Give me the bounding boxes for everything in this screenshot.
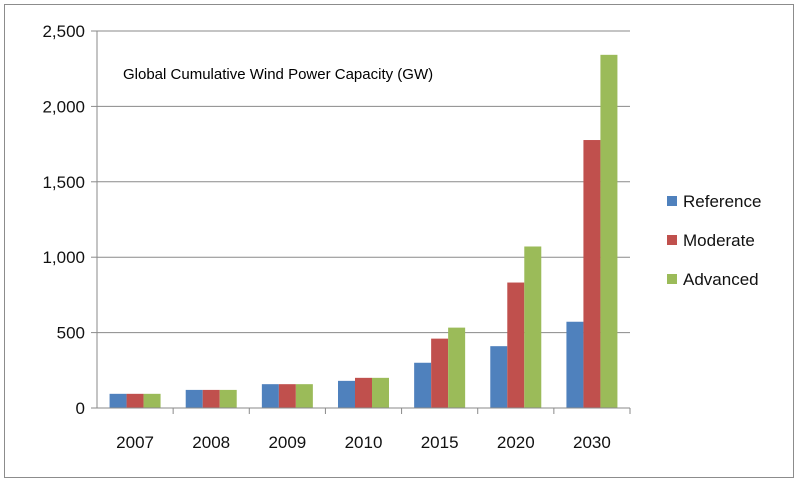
axes xyxy=(91,30,631,414)
bar-reference-2030 xyxy=(566,321,584,408)
bar-moderate-2020 xyxy=(507,282,525,408)
y-tick-label: 2,000 xyxy=(42,97,85,116)
legend-swatch-advanced xyxy=(667,274,677,284)
bar-moderate-2009 xyxy=(278,384,296,408)
legend: Reference Moderate Advanced xyxy=(667,192,761,289)
bar-moderate-2007 xyxy=(126,393,144,408)
legend-swatch-reference xyxy=(667,196,677,206)
y-tick-label: 1,000 xyxy=(42,248,85,267)
bar-advanced-2008 xyxy=(219,389,237,408)
legend-label-reference: Reference xyxy=(683,192,761,211)
bar-advanced-2030 xyxy=(600,54,618,408)
legend-label-advanced: Advanced xyxy=(683,270,759,289)
bar-moderate-2015 xyxy=(431,338,449,408)
x-tick-label: 2015 xyxy=(421,433,459,452)
bar-advanced-2015 xyxy=(448,327,466,408)
y-tick-label: 1,500 xyxy=(42,173,85,192)
bar-reference-2008 xyxy=(185,389,203,408)
bar-advanced-2020 xyxy=(524,246,542,408)
bar-reference-2015 xyxy=(414,362,432,408)
bars xyxy=(109,54,618,409)
x-tick-label: 2010 xyxy=(345,433,383,452)
bar-advanced-2009 xyxy=(295,384,313,408)
bar-reference-2007 xyxy=(109,393,127,408)
bar-advanced-2010 xyxy=(372,377,389,408)
bar-moderate-2030 xyxy=(583,140,601,409)
bar-advanced-2007 xyxy=(143,393,161,408)
bar-moderate-2010 xyxy=(355,377,372,408)
y-tick-label: 500 xyxy=(57,324,85,343)
y-tick-label: 0 xyxy=(76,399,85,418)
x-tick-label: 2030 xyxy=(573,433,611,452)
x-tick-label: 2007 xyxy=(116,433,154,452)
x-tick-label: 2008 xyxy=(192,433,230,452)
bar-moderate-2008 xyxy=(202,389,220,408)
bar-reference-2010 xyxy=(338,380,355,408)
chart-title: Global Cumulative Wind Power Capacity (G… xyxy=(123,66,433,83)
x-tick-label: 2020 xyxy=(497,433,535,452)
y-tick-label: 2,500 xyxy=(42,22,85,41)
chart-frame: 0 500 1,000 1,500 2,000 2,500 2007 2008 2009 2010… xyxy=(4,4,794,478)
chart-svg: 0 500 1,000 1,500 2,000 2,500 2007 2008 2009 2010… xyxy=(42,22,761,452)
tick-labels: 0 500 1,000 1,500 2,000 2,500 2007 2008 2009 2010… xyxy=(42,22,610,452)
legend-swatch-moderate xyxy=(667,235,677,245)
x-tick-label: 2009 xyxy=(268,433,306,452)
bar-reference-2020 xyxy=(490,346,508,408)
bar-reference-2009 xyxy=(261,384,279,408)
legend-label-moderate: Moderate xyxy=(683,231,755,250)
